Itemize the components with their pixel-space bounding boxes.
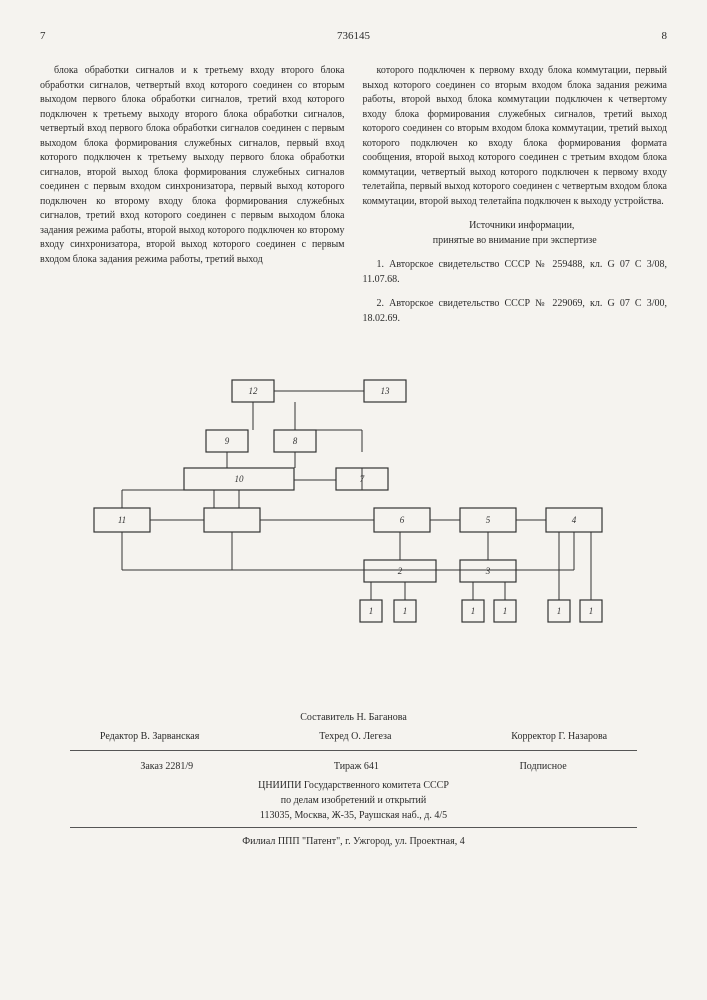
svg-text:1: 1 bbox=[588, 606, 593, 616]
source-1: 1. Авторское свидетельство СССР № 259488… bbox=[363, 258, 668, 287]
editor: Редактор В. Зарванская bbox=[100, 729, 199, 744]
sources-title: Источники информации, принятые во вниман… bbox=[363, 219, 668, 248]
svg-text:1: 1 bbox=[402, 606, 407, 616]
svg-text:2: 2 bbox=[397, 566, 402, 576]
svg-text:1: 1 bbox=[556, 606, 561, 616]
svg-text:5: 5 bbox=[485, 515, 490, 525]
compiler: Составитель Н. Баганова bbox=[40, 710, 667, 725]
source-2: 2. Авторское свидетельство СССР № 229069… bbox=[363, 297, 668, 326]
svg-text:3: 3 bbox=[484, 566, 490, 576]
svg-text:9: 9 bbox=[224, 436, 229, 446]
svg-text:13: 13 bbox=[380, 386, 390, 396]
patent-number: 736145 bbox=[337, 30, 370, 42]
order-no: Заказ 2281/9 bbox=[140, 759, 193, 774]
svg-text:8: 8 bbox=[292, 436, 297, 446]
org2: по делам изобретений и открытий bbox=[70, 793, 637, 808]
svg-text:6: 6 bbox=[399, 515, 404, 525]
left-column: блока обработки сигналов и к третьему вх… bbox=[40, 54, 345, 336]
printer: Филиал ППП "Патент", г. Ужгород, ул. Про… bbox=[40, 834, 667, 849]
svg-text:12: 12 bbox=[248, 386, 258, 396]
block-diagram: 1213981071165423111111 bbox=[54, 360, 654, 640]
footer: Составитель Н. Баганова Редактор В. Зарв… bbox=[40, 710, 667, 849]
svg-text:7: 7 bbox=[359, 474, 364, 484]
subscription: Подписное bbox=[520, 759, 567, 774]
left-text: блока обработки сигналов и к третьему вх… bbox=[40, 64, 345, 267]
svg-text:10: 10 bbox=[234, 474, 244, 484]
page-right: 8 bbox=[662, 30, 668, 42]
svg-text:1: 1 bbox=[502, 606, 507, 616]
tech-editor: Техред О. Легеза bbox=[319, 729, 391, 744]
org: ЦНИИПИ Государственного комитета СССР bbox=[70, 778, 637, 793]
right-text-1: которого подключен к первому входу блока… bbox=[363, 64, 668, 209]
svg-text:1: 1 bbox=[470, 606, 475, 616]
address: 113035, Москва, Ж-35, Раушская наб., д. … bbox=[70, 808, 637, 823]
corrector: Корректор Г. Назарова bbox=[511, 729, 607, 744]
svg-text:11: 11 bbox=[117, 515, 125, 525]
tirazh: Тираж 641 bbox=[334, 759, 379, 774]
page-left: 7 bbox=[40, 30, 46, 42]
svg-text:4: 4 bbox=[571, 515, 576, 525]
svg-text:1: 1 bbox=[368, 606, 373, 616]
right-column: которого подключен к первому входу блока… bbox=[363, 54, 668, 336]
body-columns: блока обработки сигналов и к третьему вх… bbox=[40, 54, 667, 336]
